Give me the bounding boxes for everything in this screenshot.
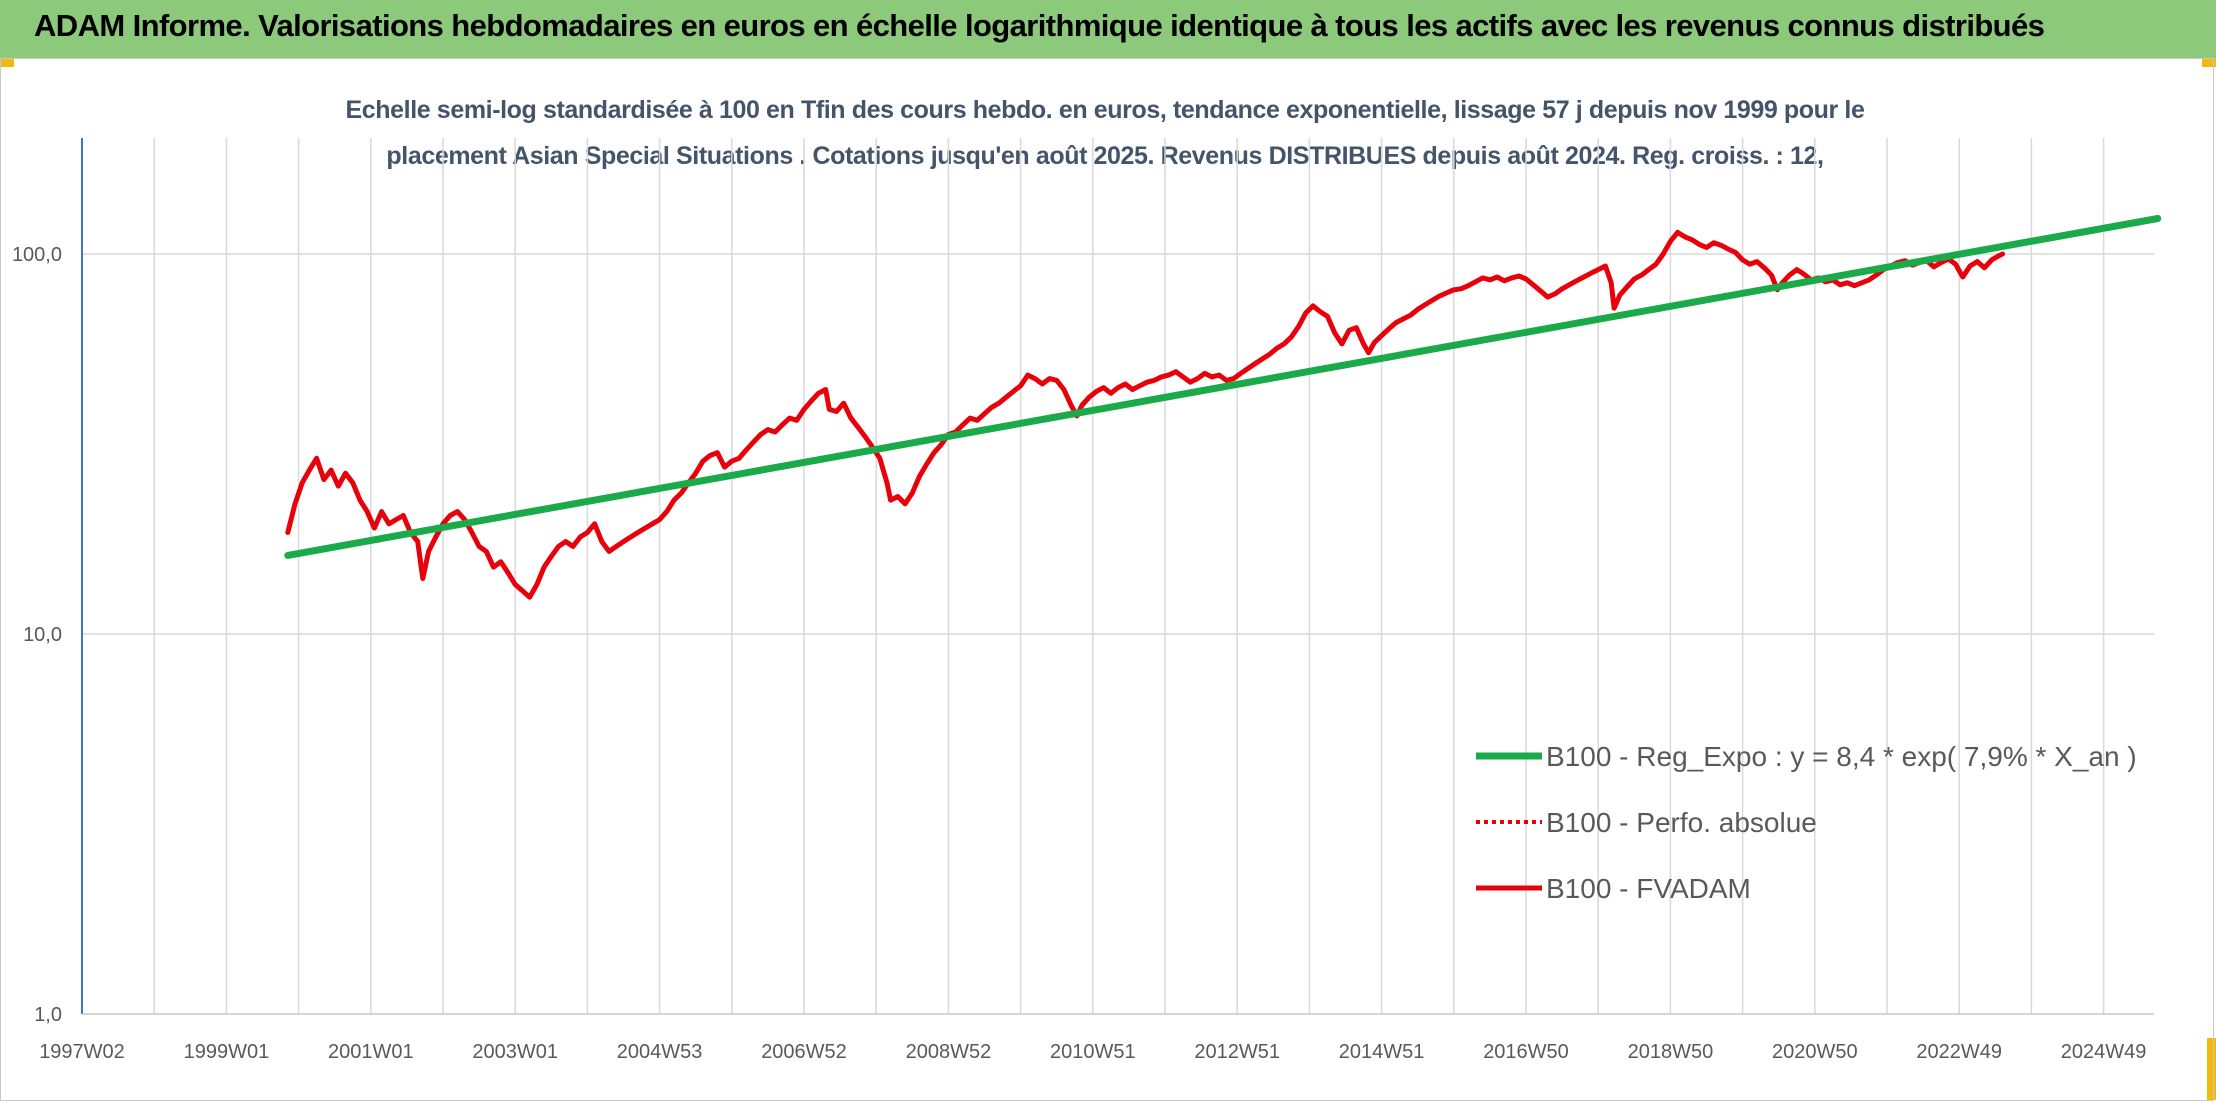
header-bar: ADAM Informe. Valorisations hebdomadaire… bbox=[0, 0, 2216, 58]
x-tick-labels: 1997W02 1999W01 2001W01 2003W01 2004W53 2006W… bbox=[39, 1041, 2146, 1063]
y-tick-label: 100,0 bbox=[12, 244, 62, 266]
x-tick-label: 1999W01 bbox=[184, 1041, 270, 1063]
x-tick-label: 2018W50 bbox=[1628, 1041, 1714, 1063]
series-line-0 bbox=[284, 215, 2162, 559]
x-tick-label: 2001W01 bbox=[328, 1041, 414, 1063]
corner-accent-right bbox=[2202, 58, 2216, 67]
gridlines bbox=[82, 138, 2154, 1014]
series-line-2 bbox=[285, 229, 2005, 600]
chart-frame bbox=[0, 58, 2214, 1101]
page-title: ADAM Informe. Valorisations hebdomadaire… bbox=[34, 8, 2045, 43]
x-tick-label: 2003W01 bbox=[472, 1041, 558, 1063]
legend-label-0: B100 - Reg_Expo : y = 8,4 * exp( 7,9% * … bbox=[1546, 741, 2137, 772]
x-tick-label: 2008W52 bbox=[906, 1041, 992, 1063]
x-tick-label: 2010W51 bbox=[1050, 1041, 1136, 1063]
x-tick-label: 2016W50 bbox=[1483, 1041, 1569, 1063]
y-tick-label: 1,0 bbox=[34, 1004, 62, 1026]
corner-accent-left bbox=[0, 58, 14, 67]
y-tick-label: 10,0 bbox=[23, 624, 62, 646]
x-tick-label: 2006W52 bbox=[761, 1041, 847, 1063]
chart-title-line1: Echelle semi-log standardisée à 100 en T… bbox=[345, 96, 1865, 124]
x-tick-label: 2022W49 bbox=[1916, 1041, 2002, 1063]
legend-label-2: B100 - FVADAM bbox=[1546, 873, 1751, 904]
x-tick-label: 2004W53 bbox=[617, 1041, 703, 1063]
chart-title-line2: placement Asian Special Situations . Cot… bbox=[386, 142, 1824, 170]
x-tick-label: 2014W51 bbox=[1339, 1041, 1425, 1063]
corner-accent-bottom-right bbox=[2207, 1038, 2216, 1100]
series-lines bbox=[284, 215, 2162, 600]
x-tick-label: 2020W50 bbox=[1772, 1041, 1858, 1063]
axes bbox=[81, 138, 2154, 1015]
x-tick-label: 2012W51 bbox=[1194, 1041, 1280, 1063]
legend-label-1: B100 - Perfo. absolue bbox=[1546, 807, 1817, 838]
legend: B100 - Reg_Expo : y = 8,4 * exp( 7,9% * … bbox=[1476, 741, 2137, 904]
x-tick-label: 1997W02 bbox=[39, 1041, 125, 1063]
y-tick-labels: 1,0 10,0 100,0 bbox=[12, 244, 62, 1026]
x-tick-label: 2024W49 bbox=[2061, 1041, 2147, 1063]
